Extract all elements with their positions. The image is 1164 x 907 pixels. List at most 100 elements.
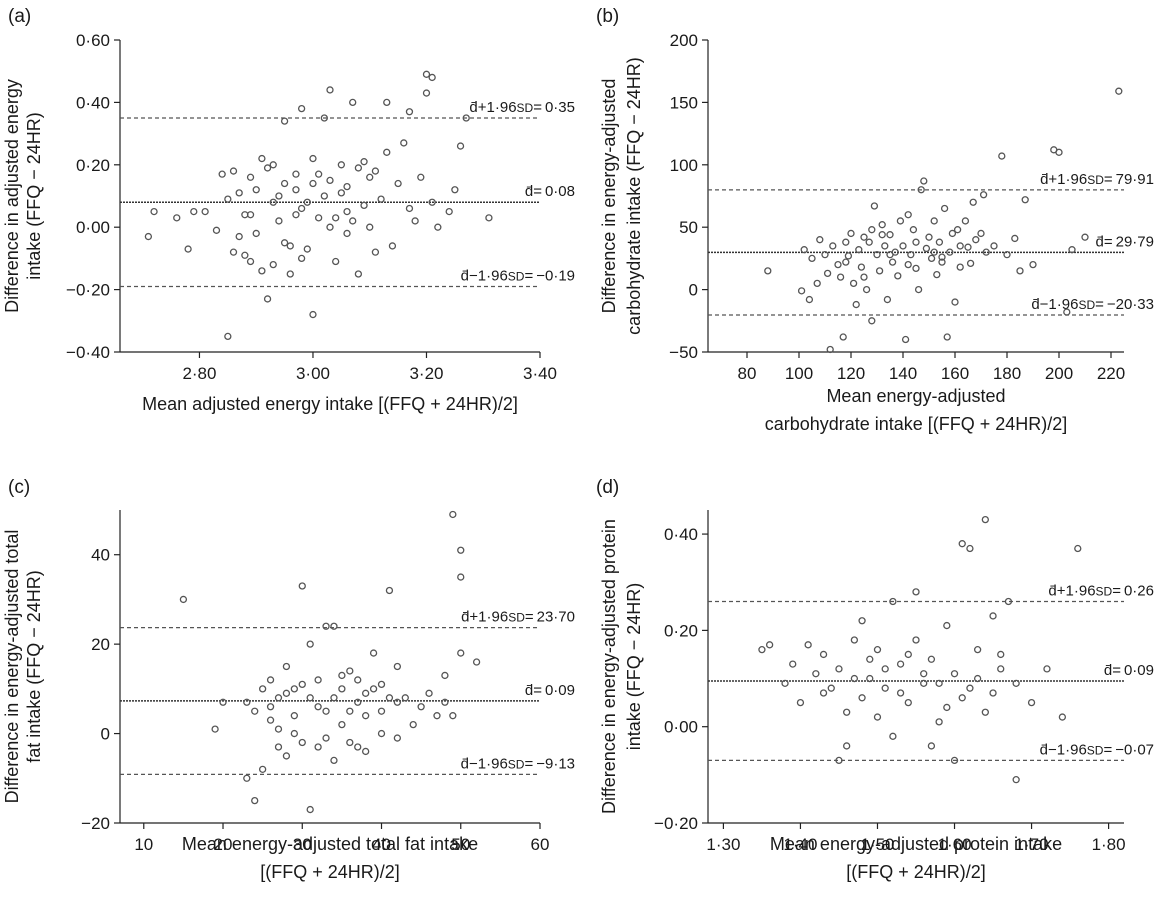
panel-d: (d) −0·20 0·00 0·20 0·40 1·30 1·40 1·50 1·60 1·70… [596, 477, 1154, 882]
data-point [943, 621, 951, 630]
data-point [804, 641, 812, 649]
y-tick-label: 150 [670, 93, 698, 112]
data-point [309, 179, 317, 188]
data-point [800, 246, 808, 254]
reference-line-label: d̄= 0·08 [525, 183, 575, 200]
x-tick-label: 140 [889, 364, 917, 383]
reference-line-label: d̄= 0·09 [1104, 662, 1154, 679]
data-point [462, 114, 470, 122]
data-point [956, 263, 964, 271]
data-point [401, 694, 409, 702]
data-point [889, 597, 897, 606]
data-point [320, 192, 328, 200]
data-point [855, 246, 863, 254]
ref-label-sd: SD [1078, 298, 1095, 312]
x-tick-label: 1·80 [1092, 835, 1126, 854]
data-point [981, 708, 989, 716]
data-point [920, 679, 928, 688]
ref-label-prefix: d̄ [525, 682, 533, 699]
data-point [966, 259, 975, 268]
data-point [860, 273, 868, 281]
ref-label-sd: SD [508, 757, 525, 771]
data-point [1003, 251, 1011, 259]
data-point [354, 676, 362, 684]
data-point [457, 546, 465, 554]
data-point [1043, 665, 1051, 673]
data-point [834, 260, 842, 269]
data-point [973, 645, 982, 654]
data-point [844, 252, 853, 260]
data-point [862, 285, 871, 294]
data-point [912, 238, 920, 246]
data-point [252, 186, 260, 194]
x-axis-title: [(FFQ + 24HR)/2] [846, 862, 986, 882]
data-point [366, 223, 374, 231]
ref-label-sd: SD [508, 611, 525, 625]
data-point [849, 279, 858, 288]
data-point [858, 694, 866, 702]
data-point [274, 694, 283, 702]
ref-label-prefix: d̄−1·96 [461, 267, 508, 284]
data-point [857, 263, 866, 271]
data-point [371, 248, 380, 256]
reference-line-label: d̄+1·96SD= 23·70 [461, 609, 575, 626]
ref-label-value: = 0·09 [533, 682, 575, 699]
data-point [393, 662, 402, 671]
ref-label-sd: SD [1087, 173, 1104, 187]
data-point [292, 170, 300, 178]
data-point [1063, 308, 1071, 316]
data-point [858, 617, 866, 625]
data-point [888, 258, 897, 266]
data-point [425, 689, 433, 697]
data-point [263, 164, 272, 172]
data-point [940, 204, 949, 213]
data-point [409, 720, 417, 729]
data-point [266, 716, 275, 724]
data-point [979, 191, 988, 199]
data-point [201, 207, 209, 216]
y-tick-label: 0·00 [664, 718, 698, 737]
ref-label-value: = 29·79 [1104, 233, 1154, 250]
reference-line-label: d̄−1·96SD= −0·07 [1040, 741, 1154, 758]
data-point [907, 251, 915, 259]
data-point [337, 161, 346, 169]
data-point [354, 270, 363, 278]
data-point [977, 229, 985, 238]
ref-label-prefix: d̄ [525, 183, 533, 200]
data-point [894, 272, 902, 280]
data-point [951, 298, 959, 306]
y-tick-label: 0·00 [76, 218, 110, 237]
data-point [1012, 776, 1020, 784]
data-point [796, 698, 805, 707]
ref-label-prefix: d̄ [1096, 233, 1104, 250]
data-point [338, 720, 346, 729]
data-point [445, 207, 453, 216]
panel-label: (b) [596, 6, 619, 27]
panel-label: (a) [8, 6, 31, 27]
data-point [330, 622, 338, 630]
y-axis-title: Difference in energy-adjusted total [2, 530, 22, 804]
data-point [346, 738, 354, 747]
data-point [258, 154, 266, 163]
data-point [1016, 267, 1024, 275]
data-point [246, 211, 255, 219]
data-point [997, 665, 1005, 673]
data-point [930, 248, 938, 256]
ref-label-value: = −0·07 [1103, 741, 1154, 758]
data-point [1115, 87, 1123, 95]
x-tick-label: 180 [993, 364, 1021, 383]
data-point [275, 217, 283, 225]
x-tick-label: 1·70 [1015, 835, 1049, 854]
data-point [896, 217, 905, 225]
data-point [405, 204, 414, 213]
data-point [150, 207, 158, 216]
data-point [286, 270, 294, 278]
data-point [819, 650, 828, 659]
data-point [990, 242, 998, 250]
x-axis-title: Mean energy-adjusted [826, 386, 1005, 406]
data-point [886, 231, 894, 239]
data-point [411, 217, 419, 225]
x-tick-label: 80 [738, 364, 757, 383]
data-point [457, 649, 465, 657]
